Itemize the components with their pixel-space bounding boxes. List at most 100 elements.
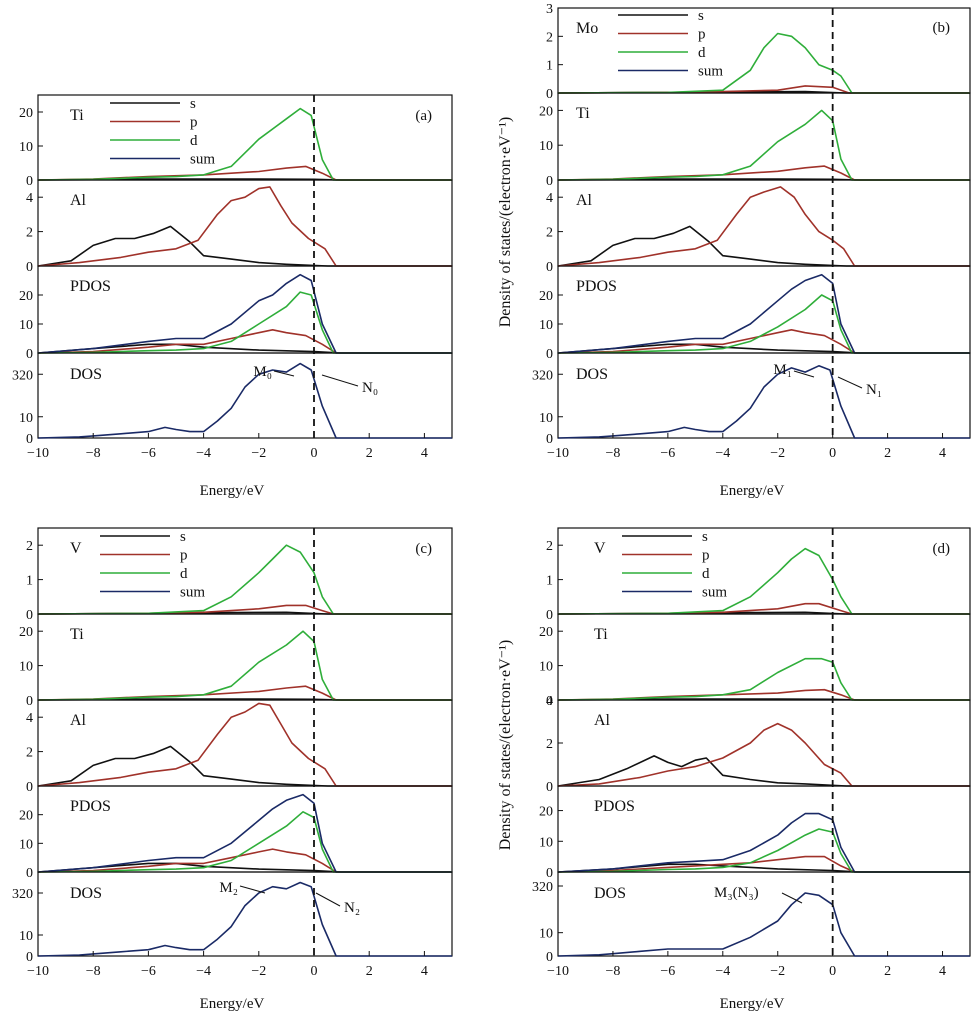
- series-p-line: [557, 722, 970, 787]
- chart-title: (a): [415, 108, 432, 124]
- annotation-n2-arrow: [315, 892, 341, 907]
- series-sum-line: [557, 812, 970, 873]
- y-tick-label: 4: [546, 694, 553, 709]
- x-tick-label: −2: [770, 964, 785, 979]
- y-tick-label: 0: [26, 174, 33, 189]
- y-tick-label: 0: [26, 950, 33, 965]
- y-tick-label: 10: [539, 139, 553, 154]
- series-total-line: [557, 365, 970, 439]
- panel-c-ti: 0 10 20 Ti: [19, 613, 453, 709]
- panel-frame: [37, 352, 453, 439]
- chart-title: (c): [415, 541, 432, 557]
- legend-label-s: s: [180, 529, 186, 545]
- x-tick-label: 0: [829, 446, 836, 461]
- y-tick-label: 20: [19, 289, 33, 304]
- series-d-line: [37, 544, 452, 615]
- panel-frame: [557, 613, 971, 701]
- x-tick-label: 4: [421, 446, 428, 461]
- y-tick-label: 2: [546, 226, 553, 241]
- panel-label-dos: DOS: [70, 366, 102, 383]
- panel-a-dos: 0 10 320 DOS: [12, 352, 453, 447]
- series-p-line: [37, 685, 452, 701]
- ylabel-b: Density of states/(electron·eV⁻¹): [497, 117, 514, 328]
- y-tick-label: 20: [539, 625, 553, 640]
- legend-label-sum: sum: [180, 585, 205, 601]
- panel-frame: [37, 613, 453, 701]
- annotation-n0: N₀: [362, 380, 378, 396]
- legend-label-p: p: [702, 548, 710, 564]
- series-sum-line: [37, 273, 452, 354]
- x-tick-label: −2: [251, 446, 266, 461]
- y-tick-label: 4: [26, 191, 33, 206]
- x-tick-label: 2: [366, 964, 373, 979]
- y-tick-label: 20: [539, 289, 553, 304]
- y-tick-label: 10: [19, 929, 33, 944]
- series-s-line: [37, 745, 452, 787]
- panel-label-al: Al: [594, 712, 611, 729]
- y-tick-label: 10: [19, 660, 33, 675]
- y-tick-label: 0: [546, 780, 553, 795]
- y-tick-label: 0: [26, 694, 33, 709]
- y-tick-label: 2: [26, 226, 33, 241]
- panel-label-dos: DOS: [594, 885, 626, 902]
- x-tick-label: −4: [715, 446, 730, 461]
- y-tick-label: 320: [532, 368, 553, 383]
- y-tick-label: 0: [546, 87, 553, 102]
- y-tick-label: 10: [19, 837, 33, 852]
- series-p-line: [37, 329, 452, 354]
- panel-label-al: Al: [70, 712, 87, 729]
- y-tick-label: 0: [26, 432, 33, 447]
- y-tick-label: 4: [26, 711, 33, 726]
- series-d-line: [37, 630, 452, 701]
- panel-frame: [557, 527, 971, 615]
- y-tick-label: 1: [546, 59, 553, 74]
- panel-b-dos: 0 10 320 DOS: [532, 352, 971, 447]
- panel-frame: [37, 179, 453, 267]
- panel-c-dos: 0 10 320 DOS: [12, 871, 453, 965]
- series-d-line: [557, 109, 970, 181]
- x-tick-label: 2: [366, 446, 373, 461]
- xlabel-a: Energy/eV: [200, 483, 265, 499]
- series-d-line: [37, 291, 452, 354]
- annotation-n0-arrow: [321, 374, 359, 387]
- y-tick-label: 20: [539, 104, 553, 119]
- legend-label-d: d: [698, 45, 706, 61]
- annotation-m2: M₂: [219, 880, 238, 896]
- chart-title: (b): [933, 20, 951, 36]
- y-tick-label: 10: [19, 140, 33, 155]
- y-tick-label: 0: [26, 260, 33, 275]
- y-tick-label: 2: [26, 539, 33, 554]
- panel-c-al: 0 2 4 Al: [26, 699, 453, 795]
- x-tick-label: −6: [141, 446, 156, 461]
- panel-frame: [557, 265, 971, 354]
- series-d-line: [557, 32, 970, 94]
- x-tick-label: −8: [605, 964, 620, 979]
- x-tick-label: 2: [884, 964, 891, 979]
- y-tick-label: 2: [546, 539, 553, 554]
- panel-b-pdos: 0 10 20 PDOS: [539, 265, 971, 362]
- legend-label-d: d: [702, 566, 710, 582]
- annotation-m0: M₀: [253, 364, 272, 380]
- series-s-line: [557, 225, 970, 267]
- y-tick-label: 0: [546, 950, 553, 965]
- series-s-line: [557, 755, 970, 787]
- y-tick-label: 10: [539, 411, 553, 426]
- y-tick-label: 0: [546, 347, 553, 362]
- y-tick-label: 1: [546, 574, 553, 589]
- legend-label-p: p: [190, 115, 198, 131]
- y-tick-label: 10: [539, 927, 553, 942]
- panel-label-ti: Ti: [70, 626, 84, 643]
- y-tick-label: 0: [546, 694, 553, 709]
- x-tick-label: −8: [86, 964, 101, 979]
- panel-frame: [557, 352, 971, 439]
- ylabel-d: Density of states/(electron·eV⁻¹): [497, 640, 514, 851]
- legend-label-sum: sum: [698, 64, 723, 80]
- y-tick-label: 320: [12, 368, 33, 383]
- series-d-line: [557, 657, 970, 701]
- y-tick-label: 0: [546, 432, 553, 447]
- y-tick-label: 320: [532, 880, 553, 895]
- y-tick-label: 10: [539, 835, 553, 850]
- series-sum-line: [557, 273, 970, 354]
